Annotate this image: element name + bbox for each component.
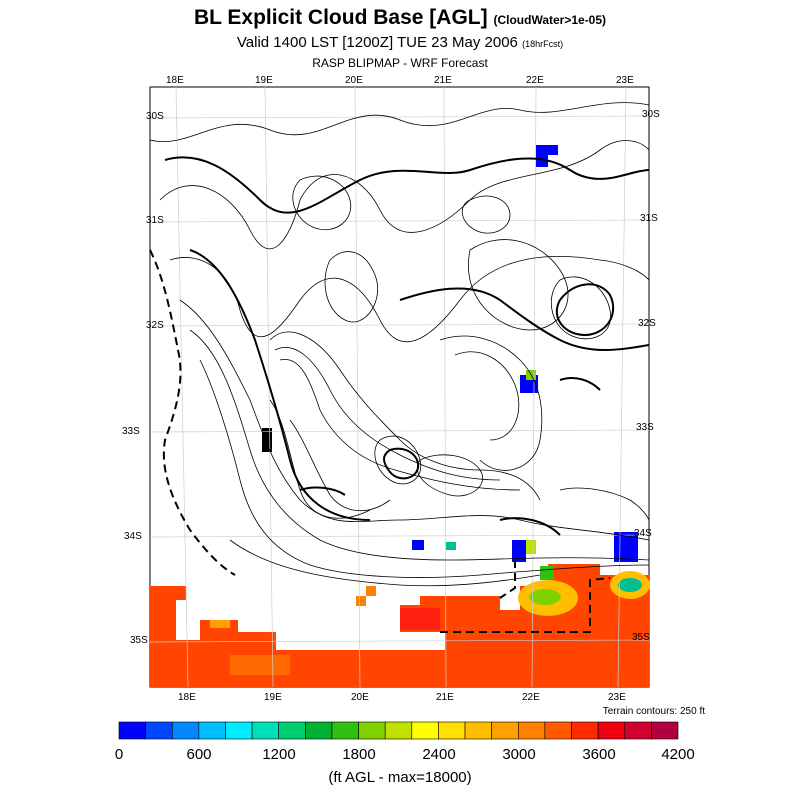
darker-orange-patch (230, 655, 290, 675)
colorbar-cell (305, 721, 333, 740)
colorbar-cell (491, 721, 519, 740)
coastline (149, 249, 611, 633)
colorbar-cell (278, 721, 306, 740)
colorbar-label-1200: 1200 (262, 746, 296, 763)
colorbar-label-3000: 3000 (502, 746, 536, 763)
orange-patch (440, 600, 500, 630)
colorbar-label-600: 600 (186, 746, 212, 763)
colorbar-cell (331, 721, 359, 740)
lat-label-right-31S: 31S (640, 213, 658, 224)
lat-label-right-32S: 32S (638, 318, 656, 329)
lat-label-right-35S: 35S (632, 632, 650, 643)
colorbar-cell (464, 721, 492, 740)
lon-label-bottom-18E: 18E (178, 692, 196, 703)
colorbar-cell (517, 721, 546, 740)
blue-cell-mid (412, 540, 424, 550)
colorbar-cell (544, 721, 572, 740)
blue-cell-south (512, 540, 526, 562)
lat-label-right-34S: 34S (634, 528, 652, 539)
terrain-contours (149, 102, 650, 587)
colorbar-cell (624, 721, 652, 740)
blue-cell-top-2 (536, 155, 548, 167)
valid-note: (18hrFcst) (522, 39, 564, 49)
colorbar-cell (171, 721, 200, 740)
terrain-contour-note: Terrain contours: 250 ft (602, 706, 705, 717)
lon-label-bottom-21E: 21E (436, 692, 454, 703)
dense-contour-patch (262, 428, 272, 452)
yellow-cell (526, 540, 536, 554)
cloud-base-field (150, 145, 650, 687)
lat-label-left-33S: 33S (122, 426, 140, 437)
amber-patch (210, 620, 230, 628)
graticule (149, 86, 650, 688)
colorbar-cell (251, 721, 280, 740)
lon-label-top-18E: 18E (166, 75, 184, 86)
title-note: (CloudWater>1e-05) (493, 13, 607, 27)
colorbar-label-0: 0 (114, 746, 124, 763)
colorbar-cell (384, 721, 413, 740)
teal-cell-mid (446, 542, 456, 550)
colorbar-cell (118, 721, 146, 740)
small-orange-cell-2 (356, 596, 366, 606)
colorbar-cell (651, 721, 679, 740)
lat-label-left-30S: 30S (146, 111, 164, 122)
model-line: RASP BLIPMAP - WRF Forecast (312, 56, 488, 70)
lat-label-left-32S: 32S (146, 320, 164, 331)
colorbar-cell (571, 721, 599, 740)
colorbar-cell (411, 721, 439, 740)
valid-time-line: Valid 1400 LST [1200Z] TUE 23 May 2006 (… (0, 34, 800, 51)
lon-label-top-19E: 19E (255, 75, 273, 86)
colorbar-label-3600: 3600 (582, 746, 616, 763)
lat-label-left-31S: 31S (146, 215, 164, 226)
title-text: BL Explicit Cloud Base [AGL] (193, 6, 488, 29)
colorbar-units: (ft AGL - max=18000) (328, 769, 472, 786)
lon-label-bottom-20E: 20E (351, 692, 369, 703)
colorbar-cell (225, 721, 253, 740)
lon-label-bottom-22E: 22E (522, 692, 540, 703)
colorbar-cell (438, 721, 466, 740)
blue-cell-top (536, 145, 558, 155)
thick-contours (164, 156, 650, 536)
lat-label-left-35S: 35S (130, 635, 148, 646)
lat-label-left-34S: 34S (124, 531, 142, 542)
lon-label-top-21E: 21E (434, 75, 452, 86)
lon-label-top-20E: 20E (345, 75, 363, 86)
lon-label-top-22E: 22E (526, 75, 544, 86)
lon-label-bottom-23E: 23E (608, 692, 626, 703)
small-orange-cell (366, 586, 376, 596)
lon-label-top-23E: 23E (616, 75, 634, 86)
colorbar-label-1800: 1800 (342, 746, 376, 763)
teal-blob-east (618, 578, 642, 592)
colorbar-cell (198, 721, 226, 740)
map-title: BL Explicit Cloud Base [AGL] (CloudWater… (0, 6, 800, 30)
colorbar-label-4200: 4200 (661, 746, 695, 763)
lon-label-bottom-19E: 19E (264, 692, 282, 703)
colorbar-cell (358, 721, 386, 740)
colorbar-label-2400: 2400 (422, 746, 456, 763)
valid-text: Valid 1400 LST [1200Z] TUE 23 May 2006 (236, 34, 518, 51)
colorbar-cell (597, 721, 626, 740)
colorbar-cells (118, 721, 679, 740)
red-patch (400, 608, 440, 630)
lat-label-right-30S: 30S (642, 109, 660, 120)
green-blob (529, 589, 561, 605)
colorbar-cell (145, 721, 173, 740)
lat-label-right-33S: 33S (636, 422, 654, 433)
